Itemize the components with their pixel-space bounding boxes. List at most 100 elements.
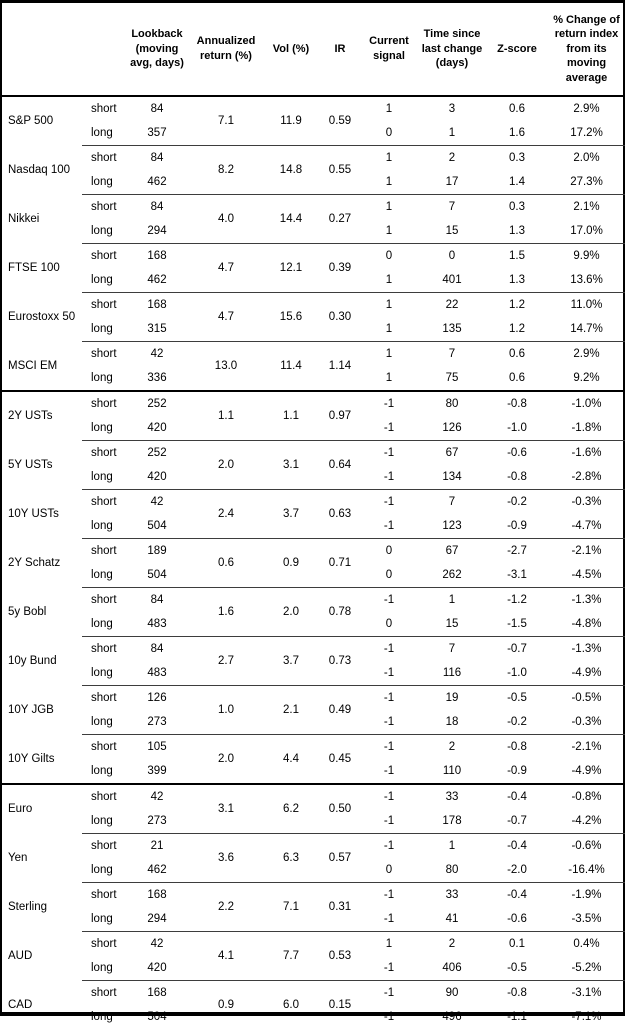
current-signal-cell: -1: [362, 735, 416, 760]
asset-name-cell: 2Y Schatz: [2, 539, 82, 588]
lookback-cell: 252: [126, 391, 188, 416]
ir-cell: 0.50: [318, 784, 362, 834]
horizon-cell: long: [82, 809, 126, 834]
annualized-return-cell: 13.0: [188, 342, 264, 392]
col-header-ir: IR: [318, 3, 362, 96]
pct-change-cell: 2.0%: [546, 146, 625, 171]
pct-change-cell: -1.8%: [546, 416, 625, 441]
current-signal-cell: -1: [362, 784, 416, 809]
asset-name-cell: Sterling: [2, 883, 82, 932]
horizon-cell: short: [82, 834, 126, 859]
lookback-cell: 462: [126, 268, 188, 293]
annualized-return-cell: 4.1: [188, 932, 264, 981]
current-signal-cell: 1: [362, 366, 416, 391]
ir-cell: 1.14: [318, 342, 362, 392]
time-since-cell: 7: [416, 342, 488, 367]
ir-cell: 0.57: [318, 834, 362, 883]
asset-name-cell: 5y Bobl: [2, 588, 82, 637]
pct-change-cell: -0.3%: [546, 710, 625, 735]
current-signal-cell: 1: [362, 170, 416, 195]
time-since-cell: 110: [416, 759, 488, 784]
lookback-cell: 420: [126, 465, 188, 490]
lookback-cell: 105: [126, 735, 188, 760]
trend-signal-table: Lookback (moving avg, days)Annualized re…: [2, 3, 625, 1029]
horizon-cell: long: [82, 514, 126, 539]
time-since-cell: 7: [416, 490, 488, 515]
horizon-cell: short: [82, 96, 126, 121]
current-signal-cell: 1: [362, 146, 416, 171]
annualized-return-cell: 7.1: [188, 96, 264, 146]
current-signal-cell: -1: [362, 391, 416, 416]
current-signal-cell: -1: [362, 441, 416, 466]
col-header-annualized: Annualized return (%): [188, 3, 264, 96]
zscore-cell: -0.7: [488, 809, 546, 834]
time-since-cell: 7: [416, 195, 488, 220]
col-header-lookback: Lookback (moving avg, days): [126, 3, 188, 96]
annualized-return-cell: 0.9: [188, 981, 264, 1029]
horizon-cell: long: [82, 907, 126, 932]
ir-cell: 0.15: [318, 981, 362, 1029]
header-row: Lookback (moving avg, days)Annualized re…: [2, 3, 625, 96]
zscore-cell: 0.3: [488, 146, 546, 171]
asset-name-cell: 10Y JGB: [2, 686, 82, 735]
pct-change-cell: -7.1%: [546, 1005, 625, 1029]
time-since-cell: 134: [416, 465, 488, 490]
vol-cell: 7.7: [264, 932, 318, 981]
pct-change-cell: -0.5%: [546, 686, 625, 711]
current-signal-cell: -1: [362, 710, 416, 735]
lookback-cell: 84: [126, 96, 188, 121]
current-signal-cell: 1: [362, 932, 416, 957]
current-signal-cell: 0: [362, 563, 416, 588]
horizon-cell: long: [82, 317, 126, 342]
pct-change-cell: 0.4%: [546, 932, 625, 957]
lookback-cell: 294: [126, 219, 188, 244]
pct-change-cell: -1.6%: [546, 441, 625, 466]
lookback-cell: 21: [126, 834, 188, 859]
annualized-return-cell: 2.0: [188, 735, 264, 785]
horizon-cell: short: [82, 195, 126, 220]
annualized-return-cell: 2.7: [188, 637, 264, 686]
time-since-cell: 22: [416, 293, 488, 318]
horizon-cell: short: [82, 981, 126, 1006]
pct-change-cell: -3.5%: [546, 907, 625, 932]
horizon-cell: long: [82, 366, 126, 391]
pct-change-cell: -4.5%: [546, 563, 625, 588]
lookback-cell: 168: [126, 981, 188, 1006]
lookback-cell: 126: [126, 686, 188, 711]
time-since-cell: 1: [416, 588, 488, 613]
ir-cell: 0.78: [318, 588, 362, 637]
pct-change-cell: -4.2%: [546, 809, 625, 834]
asset-name-cell: 2Y USTs: [2, 391, 82, 441]
time-since-cell: 135: [416, 317, 488, 342]
lookback-cell: 294: [126, 907, 188, 932]
time-since-cell: 3: [416, 96, 488, 121]
pct-change-cell: 2.1%: [546, 195, 625, 220]
lookback-cell: 420: [126, 956, 188, 981]
asset-name-cell: Euro: [2, 784, 82, 834]
pct-change-cell: -4.8%: [546, 612, 625, 637]
zscore-cell: 1.5: [488, 244, 546, 269]
zscore-cell: -0.5: [488, 686, 546, 711]
asset-name-cell: CAD: [2, 981, 82, 1029]
col-header-vol: Vol (%): [264, 3, 318, 96]
time-since-cell: 15: [416, 612, 488, 637]
zscore-cell: -0.5: [488, 956, 546, 981]
current-signal-cell: 1: [362, 293, 416, 318]
lookback-cell: 42: [126, 490, 188, 515]
horizon-cell: long: [82, 956, 126, 981]
horizon-cell: long: [82, 710, 126, 735]
asset-name-cell: 10Y Gilts: [2, 735, 82, 785]
current-signal-cell: -1: [362, 490, 416, 515]
pct-change-cell: -16.4%: [546, 858, 625, 883]
asset-name-cell: 10Y USTs: [2, 490, 82, 539]
zscore-cell: -0.8: [488, 981, 546, 1006]
zscore-cell: -1.2: [488, 588, 546, 613]
zscore-cell: -0.9: [488, 514, 546, 539]
lookback-cell: 168: [126, 883, 188, 908]
horizon-cell: long: [82, 170, 126, 195]
